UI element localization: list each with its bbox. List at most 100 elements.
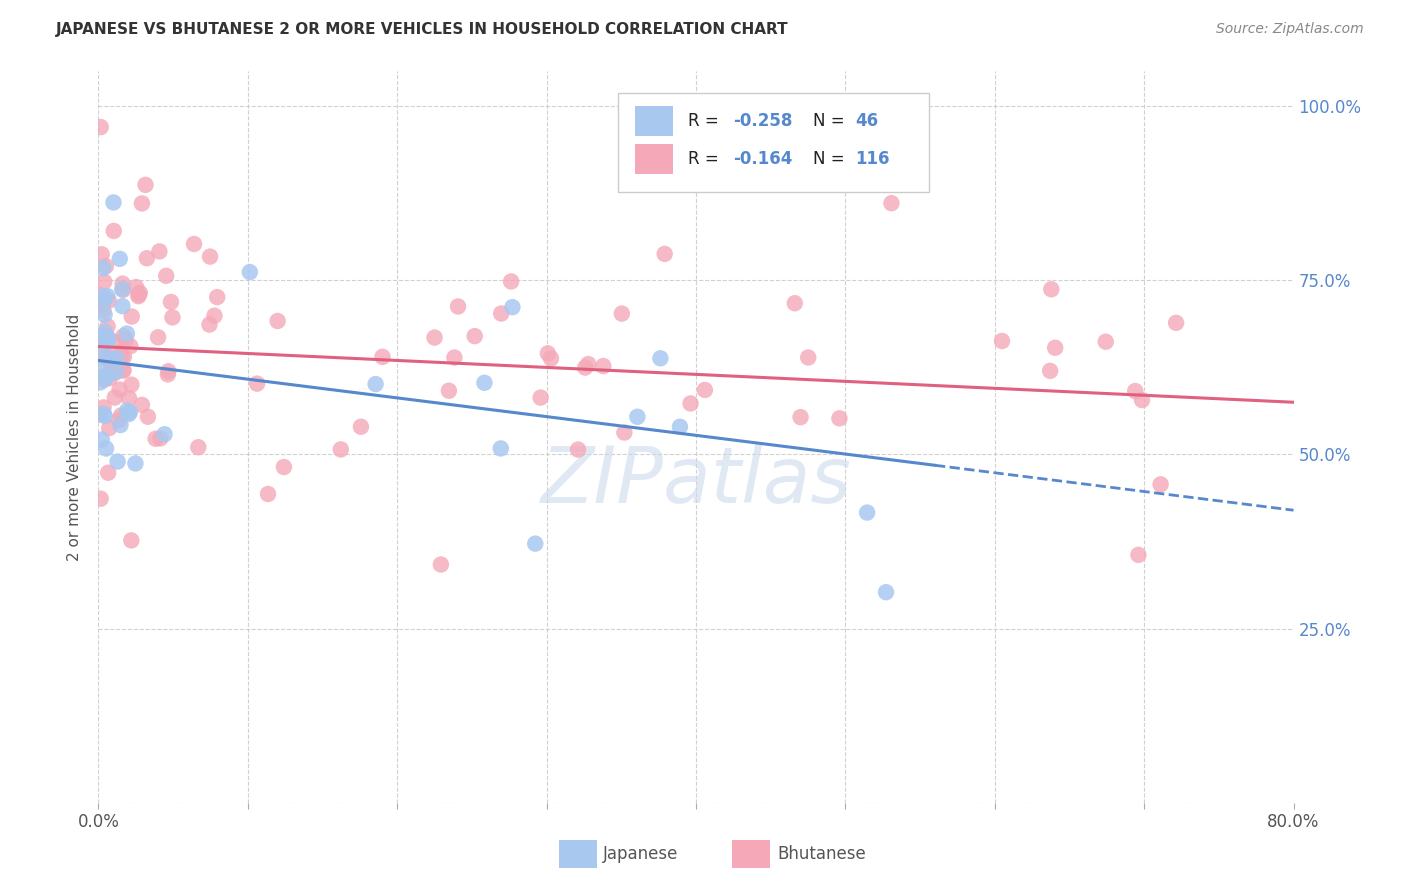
Point — [96, 330, 118, 344]
Point — [128, 287, 150, 301]
Point — [110, 409, 132, 423]
Point — [94, 259, 117, 273]
Point — [134, 178, 156, 192]
Point — [89, 408, 111, 422]
Point — [239, 265, 262, 279]
Point — [96, 289, 118, 303]
Point — [160, 295, 183, 310]
Point — [155, 268, 177, 283]
Point — [157, 364, 180, 378]
Point — [97, 331, 120, 345]
Point — [90, 369, 112, 384]
Point — [97, 293, 120, 308]
Point — [430, 558, 453, 572]
Point — [98, 421, 121, 435]
Point — [96, 368, 118, 383]
Point — [246, 376, 269, 391]
Text: -0.164: -0.164 — [733, 150, 793, 168]
Point — [104, 366, 127, 380]
Point — [112, 350, 135, 364]
Point — [131, 398, 153, 412]
Point — [1043, 341, 1066, 355]
Point — [364, 377, 387, 392]
Point — [530, 391, 553, 405]
Point — [94, 337, 117, 351]
Point — [828, 411, 851, 425]
Point — [120, 377, 142, 392]
Point — [107, 454, 129, 468]
Point — [371, 350, 394, 364]
Point — [856, 506, 879, 520]
Point — [501, 275, 523, 289]
Point — [124, 457, 146, 471]
Point — [679, 396, 702, 410]
Point — [107, 334, 129, 349]
Point — [93, 293, 115, 308]
Point — [613, 425, 636, 440]
Point — [125, 280, 148, 294]
Point — [115, 403, 138, 417]
Point — [111, 277, 134, 291]
Point — [89, 288, 111, 302]
Text: N =: N = — [813, 112, 851, 130]
Point — [100, 357, 122, 371]
Text: Japanese: Japanese — [603, 845, 678, 863]
Point — [91, 260, 114, 275]
Point — [1040, 282, 1063, 296]
Point — [105, 365, 128, 379]
Point — [107, 352, 129, 367]
Point — [93, 409, 115, 423]
Point — [1123, 384, 1146, 398]
Point — [96, 334, 118, 349]
Point — [131, 196, 153, 211]
Text: 116: 116 — [855, 150, 890, 168]
Point — [93, 275, 115, 289]
Point — [501, 300, 523, 314]
Text: Bhutanese: Bhutanese — [778, 845, 866, 863]
FancyBboxPatch shape — [619, 94, 929, 192]
FancyBboxPatch shape — [558, 840, 596, 868]
Point — [266, 314, 288, 328]
Point — [443, 351, 465, 365]
Point — [100, 357, 122, 371]
Point — [90, 331, 112, 345]
Text: N =: N = — [813, 150, 851, 168]
Point — [1094, 334, 1116, 349]
Point — [198, 250, 221, 264]
Point — [329, 442, 352, 457]
Point — [205, 290, 228, 304]
Point — [423, 330, 446, 344]
Point — [112, 329, 135, 343]
Point — [89, 363, 111, 377]
Point — [90, 433, 112, 447]
Text: JAPANESE VS BHUTANESE 2 OR MORE VEHICLES IN HOUSEHOLD CORRELATION CHART: JAPANESE VS BHUTANESE 2 OR MORE VEHICLES… — [56, 22, 789, 37]
Point — [111, 350, 134, 364]
Point — [626, 409, 648, 424]
Point — [104, 391, 127, 405]
Point — [127, 289, 149, 303]
Point — [103, 195, 125, 210]
Point — [90, 247, 112, 261]
Point — [120, 533, 142, 548]
Point — [111, 299, 134, 313]
Point — [93, 308, 115, 322]
Y-axis label: 2 or more Vehicles in Household: 2 or more Vehicles in Household — [67, 313, 83, 561]
Point — [198, 318, 221, 332]
Point — [93, 407, 115, 421]
Point — [146, 330, 169, 344]
Point — [89, 351, 111, 365]
Point — [91, 303, 114, 318]
Point — [650, 351, 672, 366]
Point — [93, 289, 115, 303]
Point — [437, 384, 460, 398]
FancyBboxPatch shape — [733, 840, 770, 868]
Point — [98, 351, 121, 366]
Point — [111, 282, 134, 296]
Point — [94, 442, 117, 456]
Point — [103, 224, 125, 238]
Point — [94, 332, 117, 346]
Point — [1039, 364, 1062, 378]
Text: ZIPatlas: ZIPatlas — [540, 443, 852, 519]
Point — [90, 346, 112, 360]
Point — [94, 371, 117, 385]
